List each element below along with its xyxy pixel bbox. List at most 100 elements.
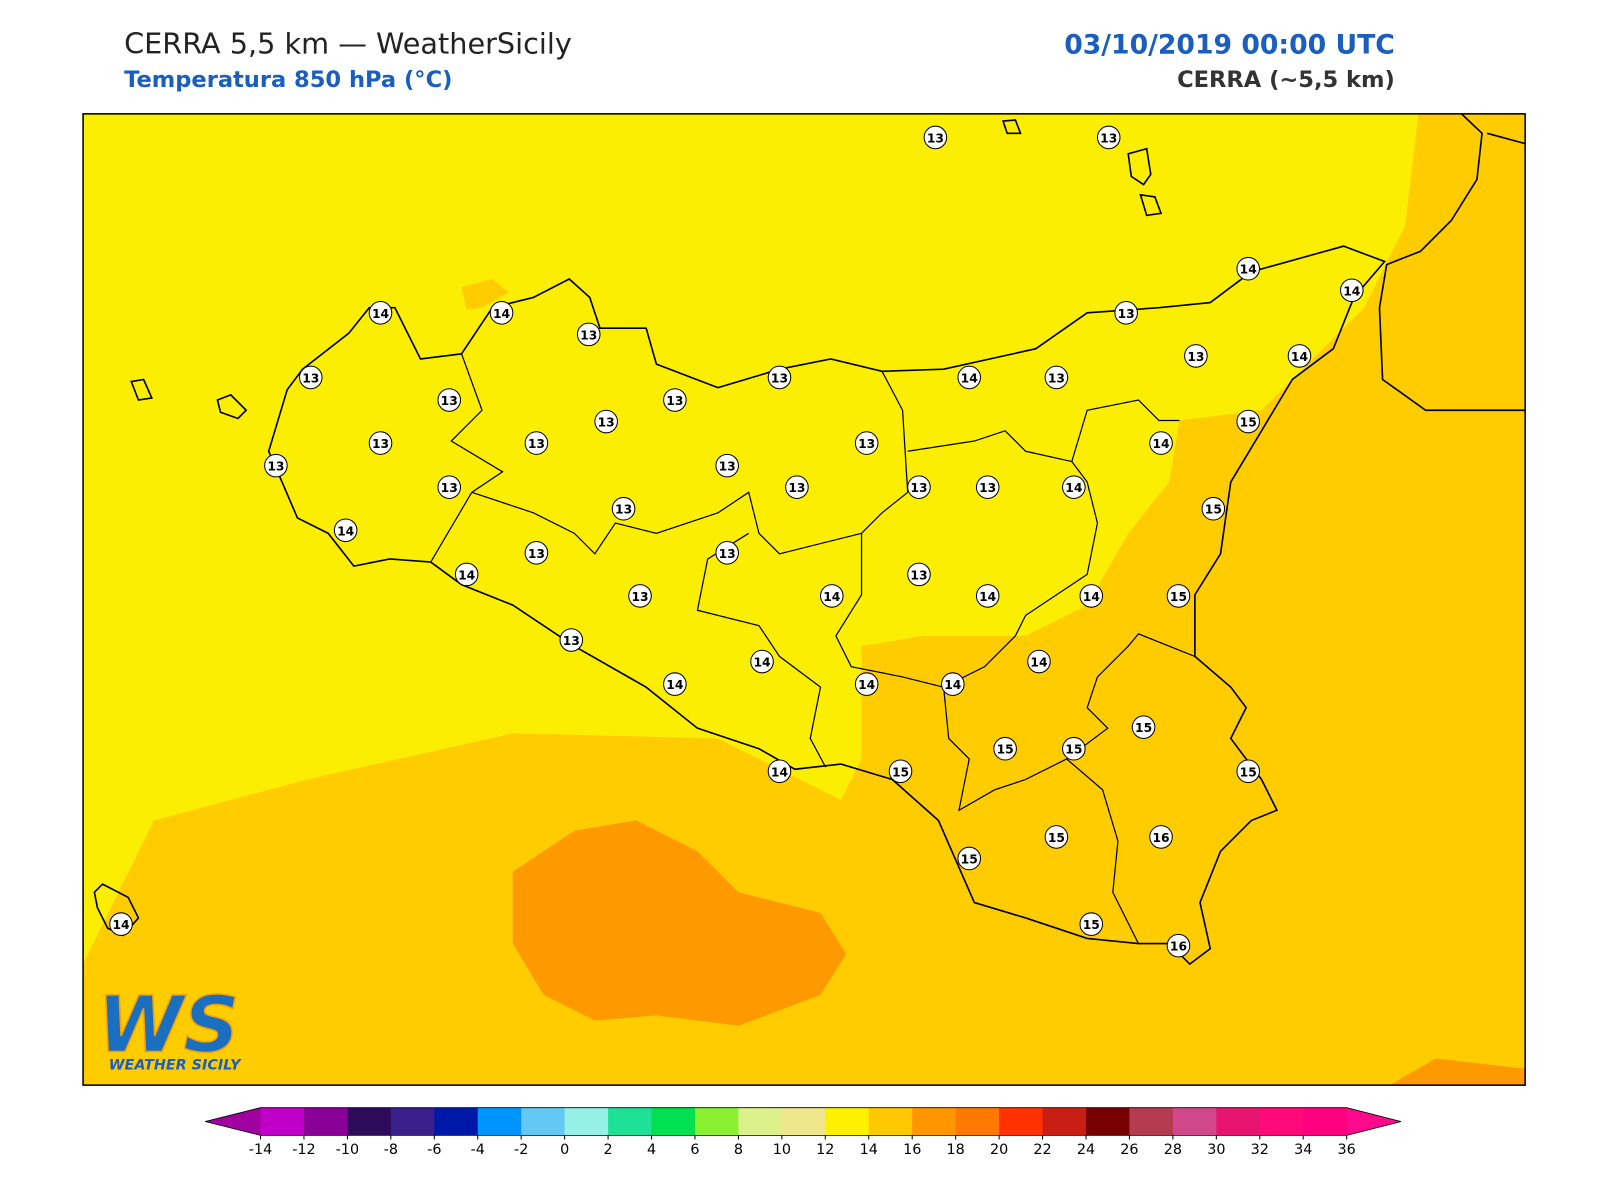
logo-letters: WS [97,980,239,1070]
station-value: 15 [1205,503,1222,517]
station-marker [109,912,133,936]
station-value: 13 [372,437,389,451]
colorbar-tick-label: 30 [1207,1142,1225,1158]
station-value: 14 [753,656,770,670]
station-value: 14 [858,678,875,692]
station-value: 14 [458,568,475,582]
colorbar-tick-label: 0 [560,1142,569,1158]
station-value: 13 [1100,131,1117,145]
station-value: 14 [1240,263,1257,277]
station-marker [750,649,774,674]
station-value: 14 [1030,656,1047,670]
station-marker [663,672,687,696]
station-value: 15 [1048,831,1065,845]
station-value: 15 [1240,765,1257,779]
station-marker [854,431,879,455]
colorbar-tick-label: 24 [1077,1142,1095,1158]
colorbar-tick-label: -14 [249,1142,272,1158]
map [83,113,1526,1086]
title: CERRA 5,5 km — WeatherSicily [124,26,572,60]
station-values: 13 13 14 14 14 14 13 13 13 13 13 13 14 13 13 14 13 13 13 13… [109,125,1364,958]
station-value: 13 [580,328,597,342]
colorbar-tick-label: 2 [604,1142,613,1158]
station-value: 13 [910,481,927,495]
station-value: 13 [441,481,458,495]
colorbar-swatch [1042,1107,1087,1136]
station-marker [1236,256,1260,281]
station-marker [1079,584,1104,608]
station-marker [1079,912,1104,936]
colorbar-tick-label: 10 [773,1142,791,1158]
colorbar-swatch [390,1107,435,1136]
colorbar-swatch [738,1107,783,1136]
station-value: 15 [997,743,1014,757]
station-value: 13 [666,394,683,408]
colorbar-swatch [651,1107,696,1136]
colorbar-tick-label: 6 [690,1142,699,1158]
colorbar-under [205,1107,261,1136]
station-value: 13 [528,547,545,561]
colorbar-tick-label: 32 [1251,1142,1269,1158]
station-marker [993,736,1017,761]
station-value: 14 [944,678,961,692]
station-value: 14 [372,307,389,321]
station-value: 13 [528,437,545,451]
station-marker [957,846,982,871]
station-marker [907,562,931,587]
station-value: 13 [771,371,788,385]
station-value: 14 [961,371,978,385]
station-marker [1166,933,1191,958]
station-marker [785,475,809,499]
colorbar-swatch [1216,1107,1261,1136]
logo: WS WEATHER SICILY [97,980,242,1074]
station-marker [489,301,514,325]
station-value: 15 [1170,590,1187,604]
station-value: 13 [788,481,805,495]
colorbar-swatch [434,1107,479,1136]
station-value: 15 [1083,918,1100,932]
station-value: 13 [615,503,632,517]
station-value: 13 [1187,350,1204,364]
station-value: 16 [1152,831,1169,845]
station-value: 13 [719,460,736,474]
station-marker [663,388,687,412]
station-marker [907,475,931,499]
station-value: 13 [441,394,458,408]
colorbar-swatch [955,1107,1000,1136]
station-marker [1339,278,1364,303]
colorbar-swatch [1303,1107,1348,1136]
station-marker [975,475,1000,499]
station-value: 13 [927,131,944,145]
station-value: 13 [267,460,284,474]
colorbar-tick-label: -12 [292,1142,315,1158]
field-16-18 [512,820,847,1026]
colorbar-tick-label: -2 [514,1142,528,1158]
station-value: 13 [302,371,319,385]
station-marker [333,518,358,543]
colorbar-tick-label: 18 [947,1142,965,1158]
colorbar-tick-label: 12 [816,1142,834,1158]
station-marker [1166,584,1191,608]
station-value: 15 [1135,721,1152,735]
station-marker [1201,496,1226,521]
station-marker [368,431,393,455]
colorbar-tick-label: 36 [1338,1142,1356,1158]
station-value: 15 [1240,416,1257,430]
colorbar-over [1346,1107,1402,1136]
station-value: 13 [1048,371,1065,385]
colorbar-swatch [1172,1107,1217,1136]
station-marker [1236,409,1260,434]
station-marker [715,541,739,565]
colorbar-swatch [564,1107,609,1136]
colorbar-tick-label: -10 [336,1142,359,1158]
station-value: 13 [858,437,875,451]
station-marker [1096,125,1121,150]
colorbar-swatch [1259,1107,1304,1136]
colorbar-swatch [1129,1107,1174,1136]
station-value: 15 [961,852,978,866]
station-marker [437,475,462,499]
colorbar-tick-label: 34 [1294,1142,1312,1158]
station-marker [298,365,323,390]
station-value: 15 [1065,743,1082,757]
